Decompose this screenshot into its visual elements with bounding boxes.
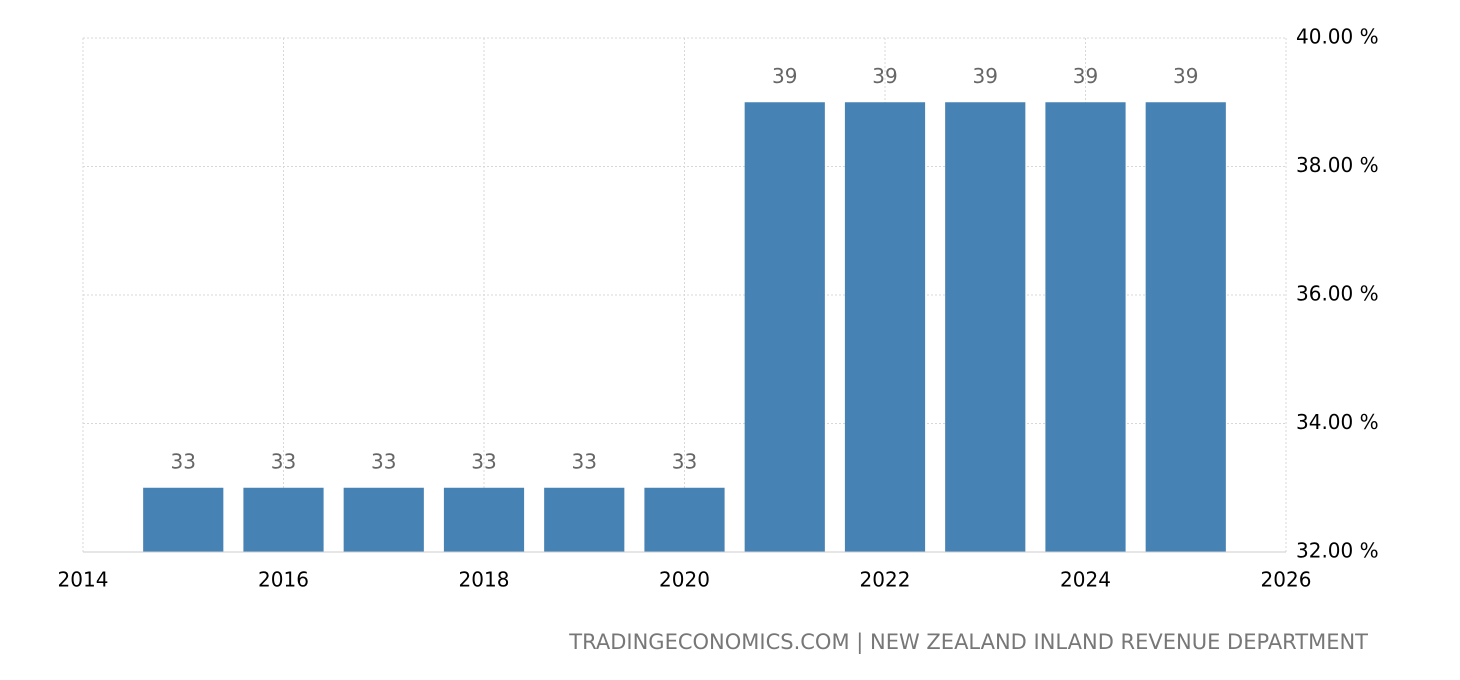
x-tick-label: 2016 <box>258 568 309 592</box>
bar <box>844 102 926 552</box>
bar <box>644 487 725 552</box>
y-tick-label: 32.00 % <box>1296 539 1379 563</box>
bar <box>544 487 625 552</box>
bar <box>243 487 324 552</box>
source: TRADINGECONOMICS.COM | NEW ZEALAND INLAN… <box>568 630 1368 655</box>
x-tick-label: 2014 <box>58 568 109 592</box>
bar <box>343 487 424 552</box>
x-tick-label: 2022 <box>860 568 911 592</box>
bar <box>1145 102 1226 552</box>
data-label: 33 <box>171 449 196 473</box>
bar <box>143 487 224 552</box>
y-tick-label: 40.00 % <box>1296 25 1379 49</box>
data-label: 33 <box>371 449 396 473</box>
x-tick-label: 2026 <box>1261 568 1312 592</box>
y-tick-label: 34.00 % <box>1296 410 1379 434</box>
data-label: 39 <box>1173 64 1198 88</box>
data-label: 33 <box>271 449 296 473</box>
x-tick-label: 2024 <box>1060 568 1111 592</box>
y-tick-label: 38.00 % <box>1296 153 1379 177</box>
data-label: 39 <box>1073 64 1098 88</box>
data-label: 33 <box>572 449 597 473</box>
bar <box>1045 102 1126 552</box>
bar <box>443 487 525 552</box>
bar <box>945 102 1026 552</box>
y-tick-label: 36.00 % <box>1296 282 1379 306</box>
data-label: 39 <box>872 64 897 88</box>
bar <box>744 102 825 552</box>
data-label: 33 <box>672 449 697 473</box>
x-tick-label: 2020 <box>659 568 710 592</box>
data-label: 33 <box>471 449 496 473</box>
data-label: 39 <box>772 64 797 88</box>
data-label: 39 <box>973 64 998 88</box>
x-tick-label: 2018 <box>459 568 510 592</box>
